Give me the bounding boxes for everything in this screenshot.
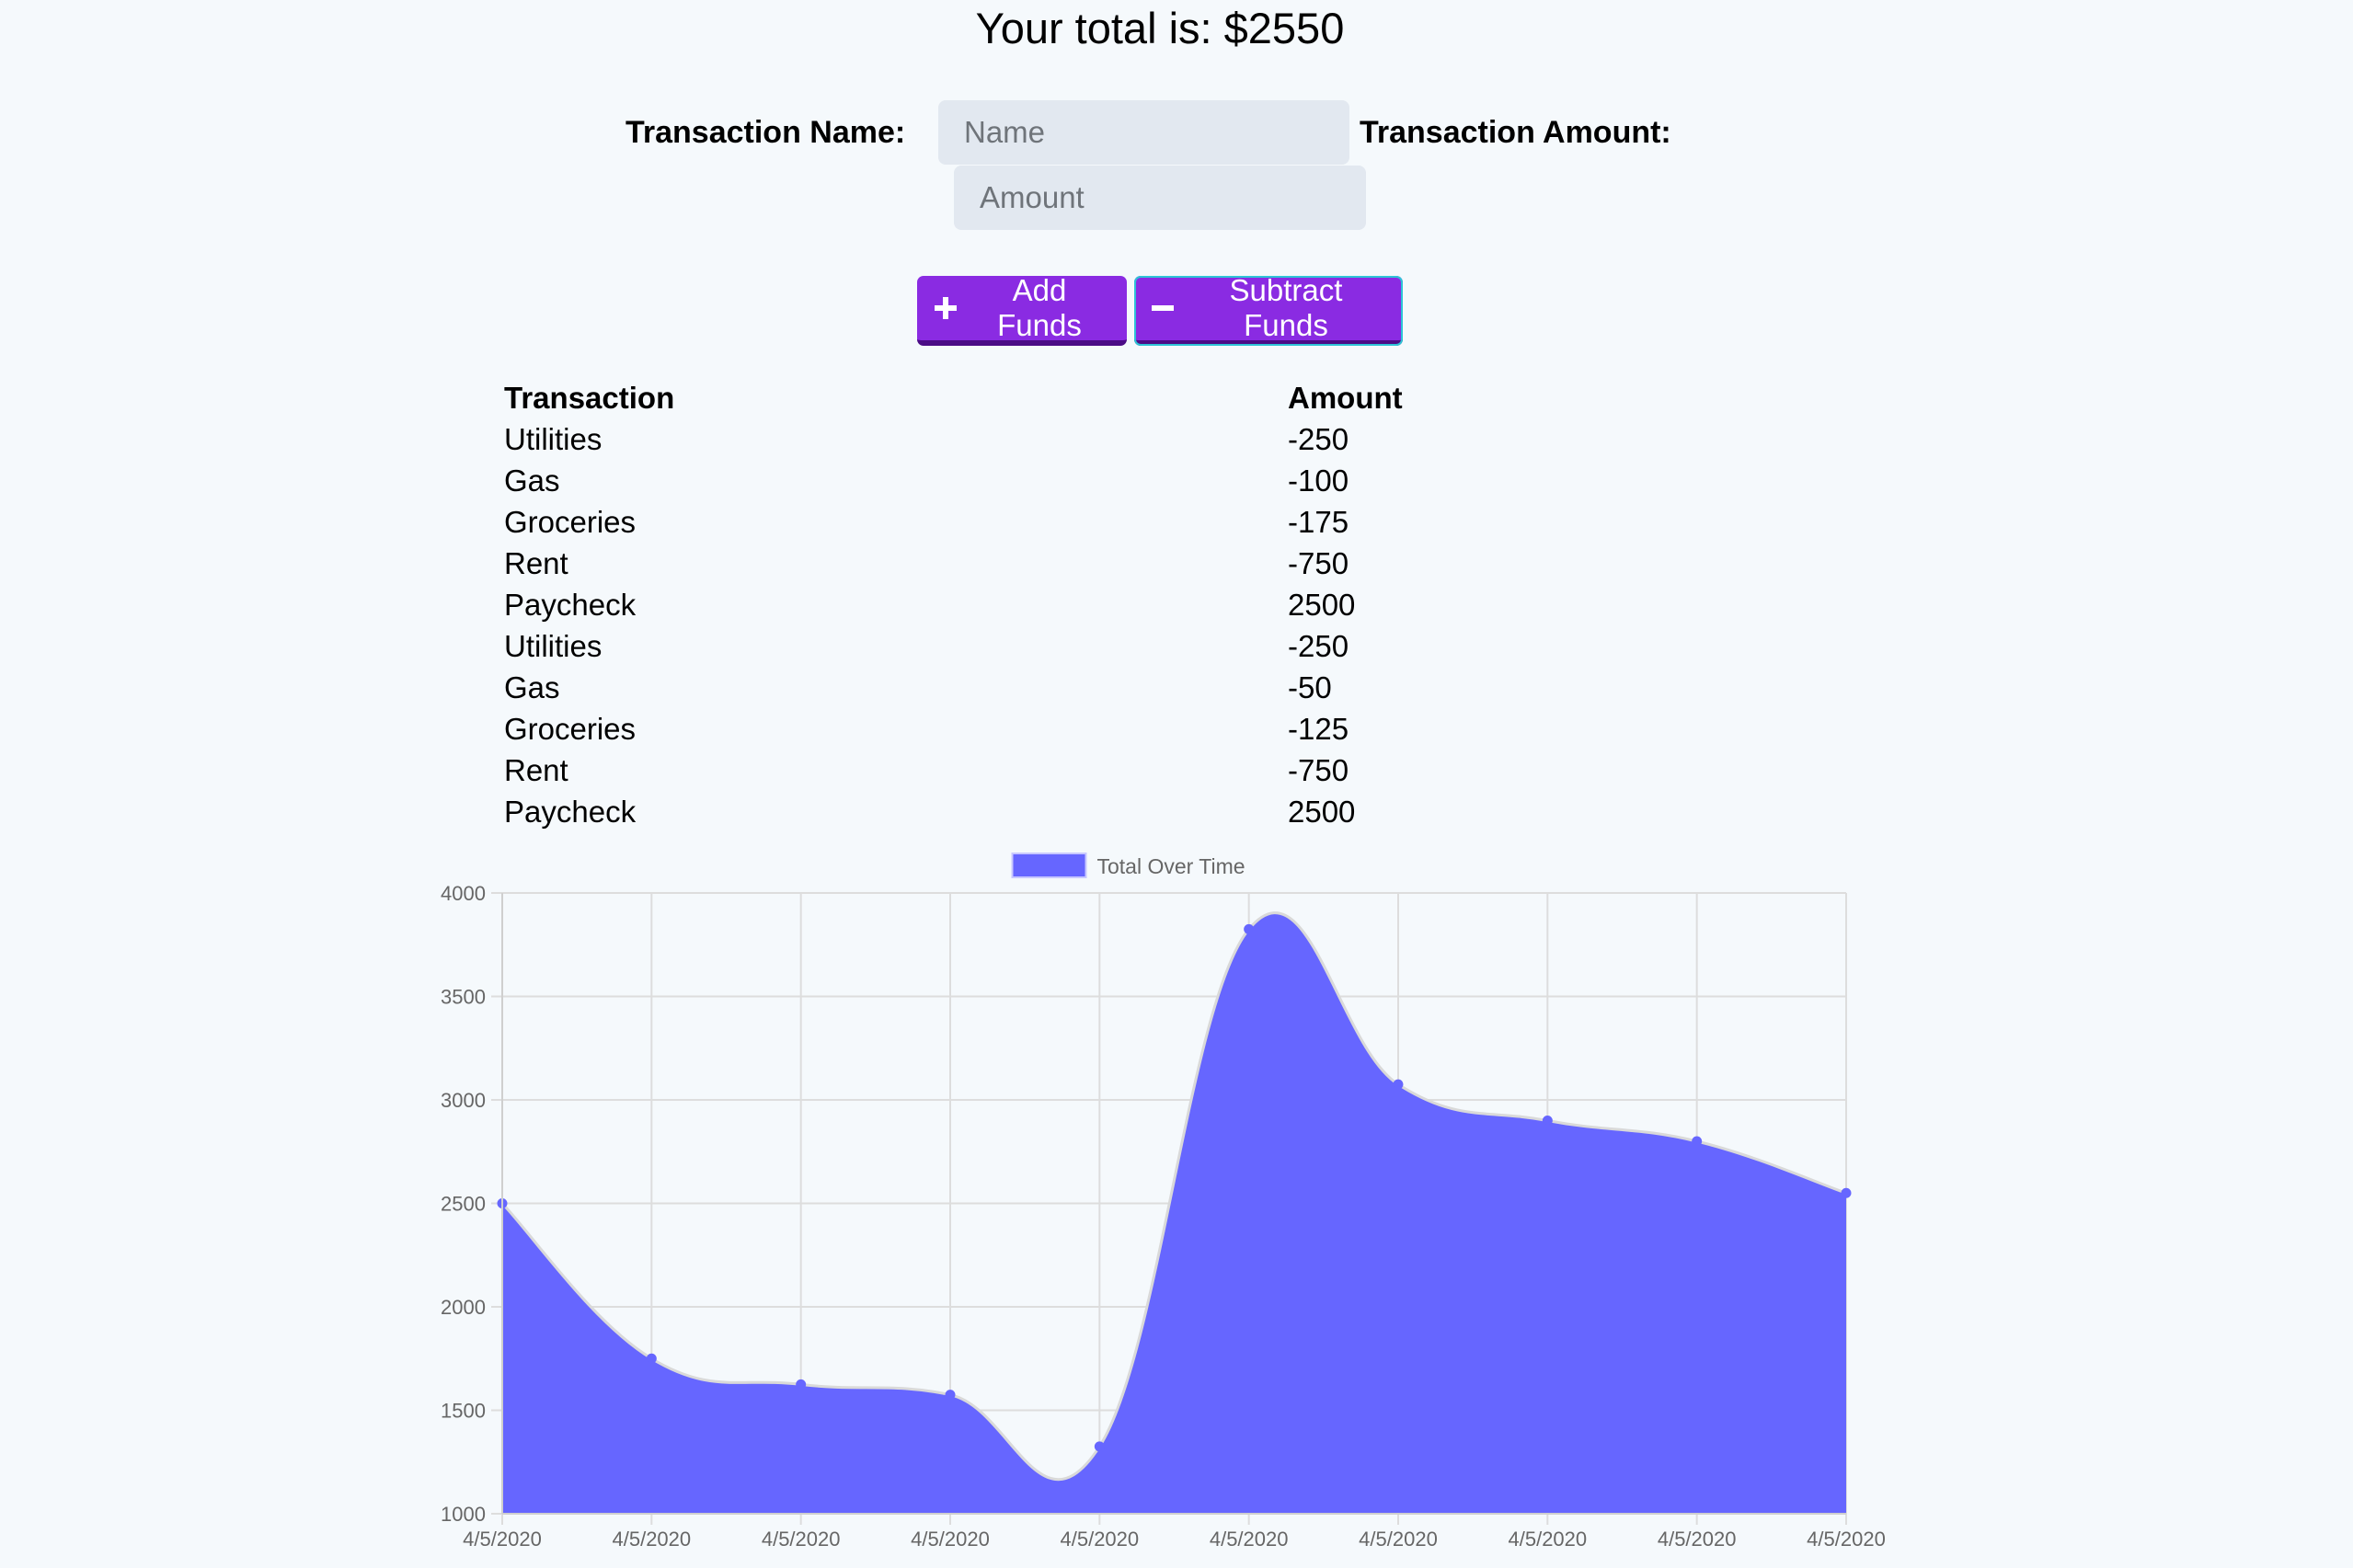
y-tick-label: 2500 [441, 1193, 486, 1216]
y-tick-label: 2000 [441, 1296, 486, 1319]
subtract-funds-label: Subtract Funds [1229, 273, 1343, 342]
transaction-name-cell: Paycheck [504, 794, 637, 829]
transaction-name-cell: Rent [504, 545, 568, 580]
transaction-amount-cell: 2500 [1288, 794, 1356, 829]
table-row: Groceries -175 [504, 501, 1403, 543]
y-tick-label: 3500 [441, 986, 486, 1009]
transaction-amount-cell: -125 [1288, 711, 1349, 746]
x-tick-label: 4/5/2020 [613, 1528, 692, 1551]
table-row: Utilities -250 [504, 418, 1403, 460]
table-row: Paycheck 2500 [504, 584, 1403, 625]
x-tick-label: 4/5/2020 [1509, 1528, 1588, 1551]
y-tick-label: 1500 [441, 1400, 486, 1423]
table-row: Gas -100 [504, 460, 1403, 501]
transaction-name-cell: Gas [504, 463, 560, 498]
table-header-row: Transaction Amount [504, 377, 1403, 418]
data-point [1244, 923, 1255, 934]
data-point [1542, 1116, 1553, 1126]
transaction-name-input[interactable] [938, 100, 1349, 165]
data-point [1393, 1079, 1404, 1090]
transaction-name-label: Transaction Name: [626, 115, 906, 150]
transaction-amount-cell: -100 [1288, 463, 1349, 498]
transaction-amount-cell: 2500 [1288, 587, 1356, 622]
x-tick-label: 4/5/2020 [1807, 1528, 1886, 1551]
data-point [1841, 1187, 1852, 1198]
y-tick-label: 1000 [441, 1503, 486, 1526]
series-line-total-over-time [500, 911, 1847, 1482]
table-row: Gas -50 [504, 667, 1403, 708]
legend-swatch [1011, 853, 1087, 878]
x-tick-label: 4/5/2020 [1210, 1528, 1289, 1551]
minus-icon [1151, 296, 1175, 320]
table-row: Rent -750 [504, 750, 1403, 791]
legend-label: Total Over Time [1097, 854, 1245, 878]
transaction-amount-cell: -750 [1288, 545, 1349, 580]
transactions-table: Transaction Amount Utilities -250 Gas -100… [504, 377, 1403, 832]
transaction-name-cell: Rent [504, 752, 568, 787]
add-funds-button[interactable]: Add Funds [917, 273, 1127, 346]
data-point [796, 1379, 807, 1390]
transaction-name-cell: Paycheck [504, 587, 637, 622]
transaction-amount-cell: -250 [1288, 421, 1349, 456]
table-row: Groceries -125 [504, 708, 1403, 750]
data-point [1094, 1441, 1105, 1452]
subtract-funds-button[interactable]: Subtract Funds [1134, 273, 1403, 346]
transaction-amount-cell: -750 [1288, 752, 1349, 787]
data-point [646, 1353, 657, 1364]
x-tick-label: 4/5/2020 [1061, 1528, 1140, 1551]
transaction-name-cell: Utilities [504, 421, 603, 456]
header-transaction: Transaction [504, 380, 675, 415]
transaction-amount-input[interactable] [954, 166, 1366, 230]
x-tick-label: 4/5/2020 [1658, 1528, 1737, 1551]
x-tick-label: 4/5/2020 [463, 1528, 542, 1551]
transaction-name-cell: Gas [504, 670, 560, 704]
x-tick-label: 4/5/2020 [1359, 1528, 1438, 1551]
transaction-amount-label: Transaction Amount: [1360, 115, 1671, 150]
x-tick-label: 4/5/2020 [911, 1528, 990, 1551]
data-point [945, 1390, 956, 1401]
add-funds-label: Add Funds [997, 273, 1082, 342]
table-row: Rent -750 [504, 543, 1403, 584]
plus-icon [934, 296, 958, 320]
x-tick-label: 4/5/2020 [762, 1528, 841, 1551]
transaction-name-cell: Utilities [504, 628, 603, 663]
table-row: Paycheck 2500 [504, 791, 1403, 832]
header-amount: Amount [1288, 380, 1403, 415]
transaction-amount-cell: -250 [1288, 628, 1349, 663]
transaction-name-cell: Groceries [504, 504, 637, 539]
total-heading: Your total is: $2550 [975, 4, 1345, 52]
data-point [1692, 1136, 1703, 1147]
transaction-amount-cell: -175 [1288, 504, 1349, 539]
transaction-name-cell: Groceries [504, 711, 637, 746]
transaction-amount-cell: -50 [1288, 670, 1332, 704]
y-tick-label: 4000 [441, 882, 486, 905]
table-row: Utilities -250 [504, 625, 1403, 667]
series-area-total-over-time [502, 912, 1846, 1514]
y-tick-label: 3000 [441, 1089, 486, 1112]
